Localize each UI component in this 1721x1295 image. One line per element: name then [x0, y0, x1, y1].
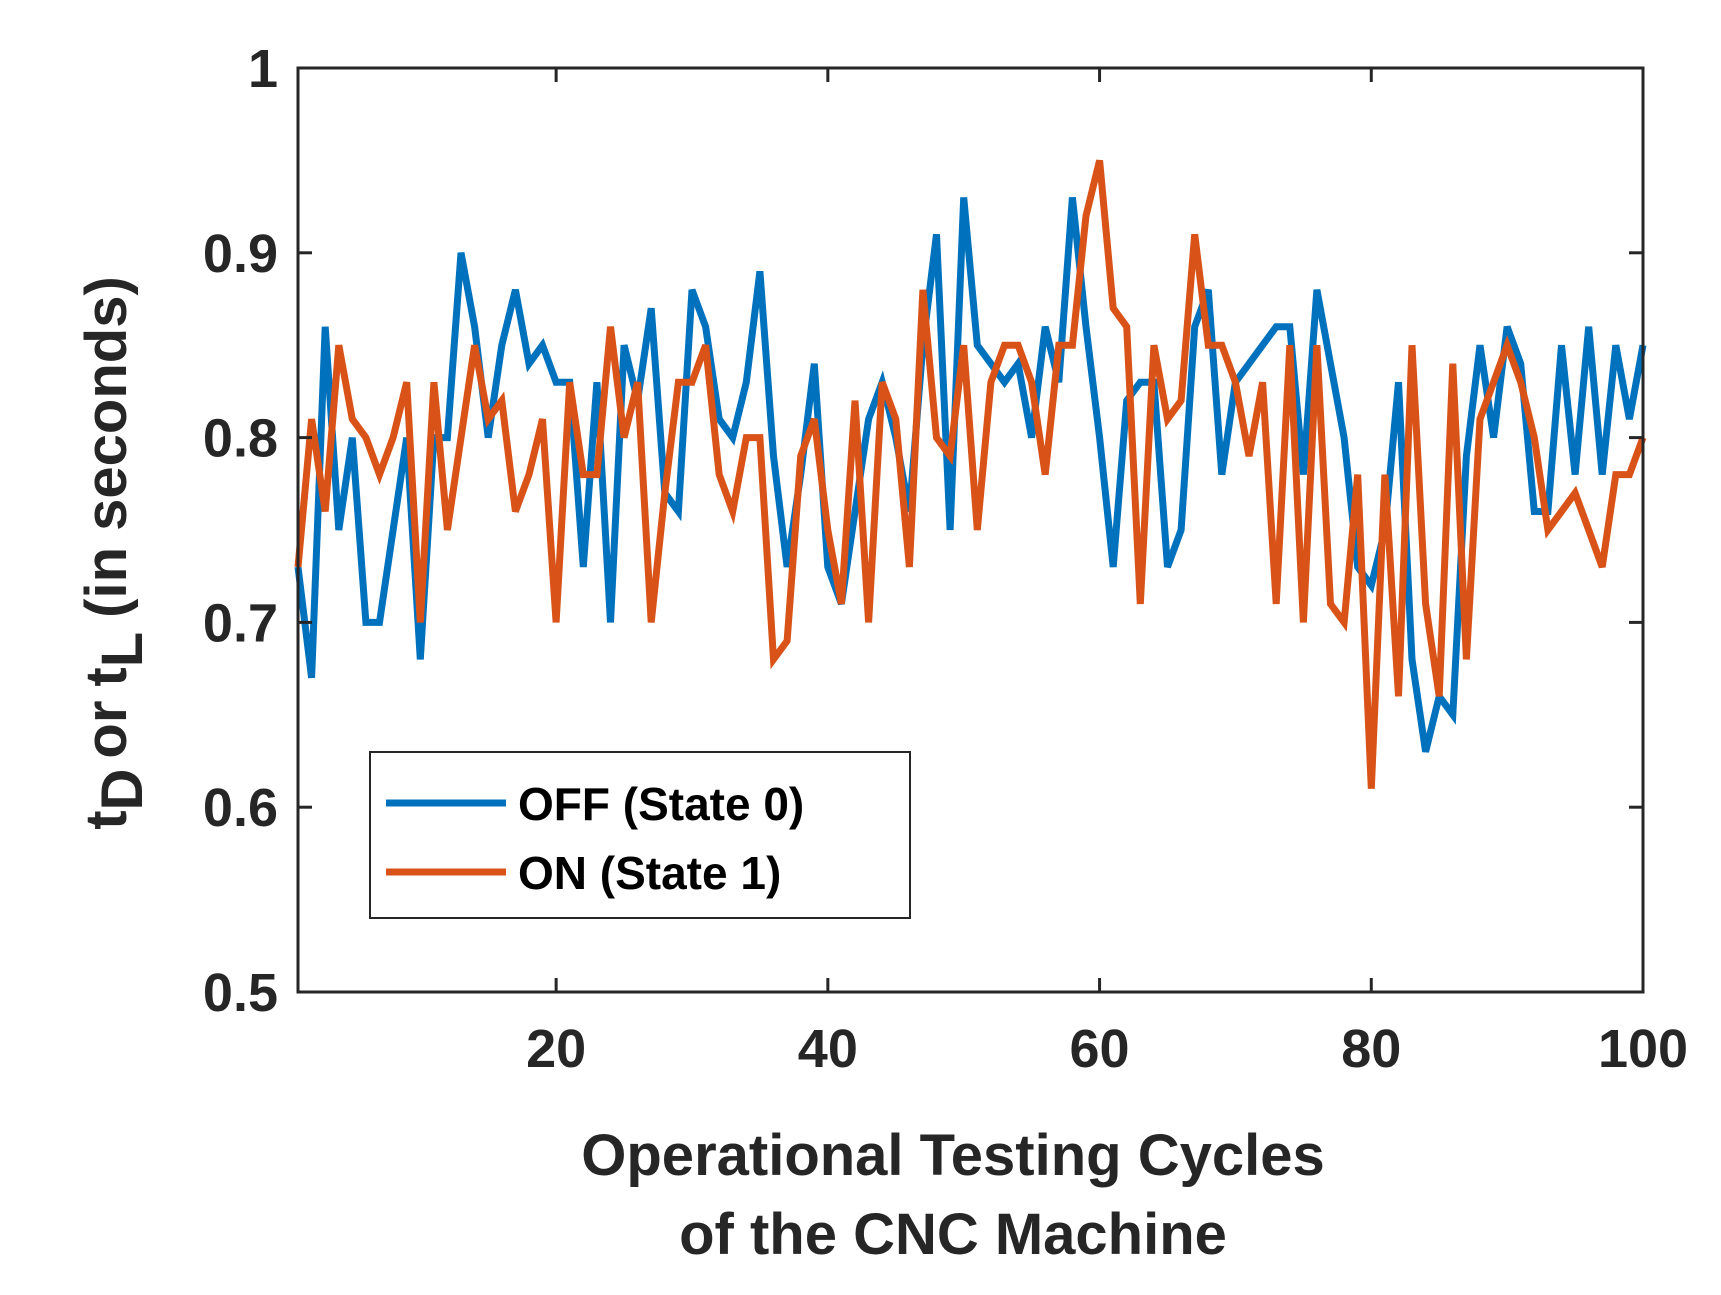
axes: [296, 66, 1645, 994]
x-axis-title: Operational Testing Cycles of the CNC Ma…: [581, 1123, 1324, 1267]
y-axis-title-or: or: [74, 701, 139, 759]
series-line-off-state-0: [294, 197, 1647, 753]
y-tick-label: 0.7: [203, 593, 278, 653]
y-tick-label: 0.6: [203, 778, 278, 838]
legend-label-on-state-1: ON (State 1): [518, 847, 781, 899]
y-axis-title-sub-d: D: [90, 769, 155, 811]
y-tick-label: 0.8: [203, 409, 278, 469]
y-axis-title: tDortL(in seconds): [74, 276, 155, 830]
series-line-on-state-1: [294, 159, 1647, 789]
y-axis-title-sub-l: L: [90, 632, 155, 667]
y-tick-label: 0.5: [203, 963, 278, 1023]
x-axis-title-line-1: Operational Testing Cycles: [581, 1123, 1324, 1188]
legend-box: [369, 751, 911, 919]
x-tick-label: 20: [526, 1019, 586, 1079]
x-tick-label: 80: [1341, 1019, 1401, 1079]
x-tick-label: 60: [1070, 1019, 1130, 1079]
x-axis-ticks: 20 40 60 80 100: [526, 68, 1688, 1079]
legend-label-off-state-0: OFF (State 0): [518, 778, 804, 830]
x-tick-label: 100: [1598, 1019, 1688, 1079]
x-axis-title-line-2: of the CNC Machine: [679, 1202, 1227, 1267]
axes-box: [296, 66, 1645, 994]
y-axis-title-rest: (in seconds): [74, 276, 139, 618]
y-tick-label: 1: [248, 39, 278, 99]
y-axis-ticks: 0.5 0.6 0.7 0.8 0.9 1: [203, 39, 1643, 1023]
y-axis-title-t-l: t: [74, 667, 139, 686]
y-tick-label: 0.9: [203, 224, 278, 284]
y-axis-title-text: tDortL(in seconds): [74, 276, 155, 830]
x-tick-label: 40: [798, 1019, 858, 1079]
legend: OFF (State 0) ON (State 1): [369, 751, 911, 919]
y-axis-title-t-d: t: [74, 810, 139, 829]
